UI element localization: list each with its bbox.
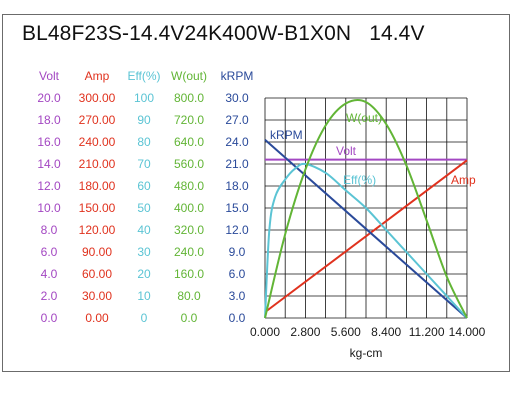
y-tick-volt: 0.0 bbox=[41, 311, 58, 325]
y-tick-volt: 12.0 bbox=[37, 179, 61, 193]
y-tick-eff: 30 bbox=[137, 245, 151, 259]
y-tick-amp: 300.00 bbox=[79, 91, 116, 105]
y-tick-amp: 270.00 bbox=[79, 113, 116, 127]
series-label-eff: Eff(%) bbox=[343, 173, 376, 187]
x-tick-label: 8.400 bbox=[371, 325, 401, 339]
y-tick-eff: 20 bbox=[137, 267, 151, 281]
axis-header-amp: Amp bbox=[85, 69, 110, 83]
y-tick-krpm: 6.0 bbox=[229, 267, 246, 281]
chart-frame bbox=[2, 14, 510, 372]
y-tick-wout: 160.0 bbox=[174, 267, 204, 281]
y-tick-eff: 0 bbox=[141, 311, 148, 325]
y-tick-amp: 60.00 bbox=[82, 267, 112, 281]
y-tick-volt: 4.0 bbox=[41, 267, 58, 281]
chart-title: BL48F23S-14.4V24K400W-B1X0N 14.4V bbox=[22, 22, 425, 46]
y-tick-volt: 6.0 bbox=[41, 245, 58, 259]
y-tick-amp: 150.00 bbox=[79, 201, 116, 215]
y-tick-amp: 240.00 bbox=[79, 135, 116, 149]
axis-header-volt: Volt bbox=[39, 69, 60, 83]
y-tick-volt: 14.0 bbox=[37, 157, 61, 171]
y-tick-krpm: 30.0 bbox=[225, 91, 249, 105]
y-tick-eff: 40 bbox=[137, 223, 151, 237]
krpm-line bbox=[264, 139, 468, 319]
y-tick-wout: 320.0 bbox=[174, 223, 204, 237]
series-label-volt: Volt bbox=[336, 144, 357, 158]
y-tick-wout: 80.0 bbox=[177, 289, 201, 303]
y-tick-eff: 70 bbox=[137, 157, 151, 171]
y-tick-volt: 10.0 bbox=[37, 201, 61, 215]
y-tick-wout: 640.0 bbox=[174, 135, 204, 149]
y-tick-wout: 720.0 bbox=[174, 113, 204, 127]
y-tick-volt: 16.0 bbox=[37, 135, 61, 149]
y-tick-wout: 560.0 bbox=[174, 157, 204, 171]
y-tick-krpm: 12.0 bbox=[225, 223, 249, 237]
y-tick-wout: 480.0 bbox=[174, 179, 204, 193]
efficiency-curve bbox=[264, 162, 468, 319]
y-tick-amp: 30.00 bbox=[82, 289, 112, 303]
x-tick-label: 2.800 bbox=[290, 325, 320, 339]
power-out-curve bbox=[264, 99, 468, 319]
y-tick-eff: 60 bbox=[137, 179, 151, 193]
y-tick-wout: 400.0 bbox=[174, 201, 204, 215]
x-tick-label: 11.200 bbox=[409, 325, 445, 339]
amp-line bbox=[264, 159, 468, 313]
y-tick-wout: 0.0 bbox=[181, 311, 198, 325]
series-label-wout: W(out) bbox=[346, 111, 382, 125]
y-tick-amp: 120.00 bbox=[79, 223, 116, 237]
y-tick-eff: 10 bbox=[137, 289, 151, 303]
y-tick-amp: 210.00 bbox=[79, 157, 116, 171]
y-tick-krpm: 3.0 bbox=[229, 289, 246, 303]
y-tick-volt: 2.0 bbox=[41, 289, 58, 303]
axis-header-eff: Eff(%) bbox=[127, 69, 160, 83]
y-tick-eff: 80 bbox=[137, 135, 151, 149]
y-tick-eff: 100 bbox=[134, 91, 154, 105]
x-tick-label: 14.000 bbox=[449, 325, 486, 339]
x-tick-label: 0.000 bbox=[250, 325, 280, 339]
y-tick-volt: 20.0 bbox=[37, 91, 61, 105]
y-tick-volt: 18.0 bbox=[37, 113, 61, 127]
y-tick-krpm: 27.0 bbox=[225, 113, 249, 127]
x-tick-label: 5.600 bbox=[331, 325, 361, 339]
y-tick-eff: 50 bbox=[137, 201, 151, 215]
y-tick-krpm: 9.0 bbox=[229, 245, 246, 259]
y-tick-wout: 240.0 bbox=[174, 245, 204, 259]
axis-header-wout: W(out) bbox=[171, 69, 207, 83]
series-label-krpm: kRPM bbox=[270, 128, 303, 142]
y-tick-wout: 800.0 bbox=[174, 91, 204, 105]
y-tick-krpm: 21.0 bbox=[225, 157, 249, 171]
y-tick-krpm: 0.0 bbox=[229, 311, 246, 325]
series-label-amp: Amp bbox=[451, 173, 476, 187]
y-tick-krpm: 24.0 bbox=[225, 135, 249, 149]
y-tick-amp: 0.00 bbox=[85, 311, 109, 325]
x-axis-label: kg-cm bbox=[350, 346, 383, 360]
y-tick-krpm: 18.0 bbox=[225, 179, 249, 193]
y-tick-volt: 8.0 bbox=[41, 223, 58, 237]
voltage-label: 14.4V bbox=[369, 22, 425, 45]
y-tick-krpm: 15.0 bbox=[225, 201, 249, 215]
axis-header-krpm: kRPM bbox=[221, 69, 254, 83]
model-name: BL48F23S-14.4V24K400W-B1X0N bbox=[22, 22, 352, 45]
y-tick-eff: 90 bbox=[137, 113, 151, 127]
y-tick-amp: 180.00 bbox=[79, 179, 116, 193]
y-tick-amp: 90.00 bbox=[82, 245, 112, 259]
